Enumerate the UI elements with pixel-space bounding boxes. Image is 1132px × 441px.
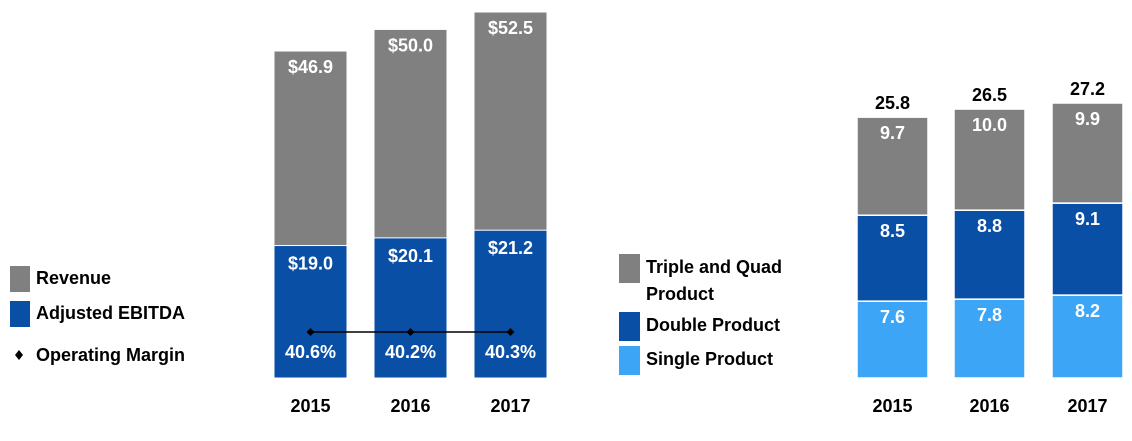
ebitda-bar-2016 xyxy=(373,237,448,379)
ebitda-label-2015: $19.0 xyxy=(288,254,333,274)
legend-swatch-double-product xyxy=(619,312,640,341)
legend-swatch-triple-and-quad-product xyxy=(619,254,640,283)
operating-margin-marker-2015 xyxy=(306,328,315,336)
ebitda-label-2017: $21.2 xyxy=(488,238,533,258)
operating-margin-marker-2016 xyxy=(406,328,415,336)
legend-swatch-adjusted-ebitda xyxy=(10,301,30,327)
triple-and-quad-product-label-2016: 10.0 xyxy=(972,115,1007,135)
operating-margin-label-2016: 40.2% xyxy=(385,342,436,362)
triple-and-quad-product-label-2017: 9.9 xyxy=(1075,109,1100,129)
ebitda-bar-2015 xyxy=(273,245,348,379)
triple-and-quad-product-segment-2017 xyxy=(1051,102,1124,204)
single-product-label-2015: 7.6 xyxy=(880,307,905,327)
triple-and-quad-product-segment-2015 xyxy=(856,116,929,216)
legend-swatch-single-product xyxy=(619,346,640,375)
revenue-label-2015: $46.9 xyxy=(288,57,333,77)
operating-margin-label-2017: 40.3% xyxy=(485,342,536,362)
operating-margin-marker-2017 xyxy=(506,328,515,336)
double-product-segment-2016 xyxy=(953,209,1026,300)
legend-label-triple-and-quad-product-line-1: Triple and Quad xyxy=(646,257,782,277)
x-tick-label-2017: 2017 xyxy=(1067,396,1107,416)
ebitda-bar-2017 xyxy=(473,229,548,379)
x-tick-label-2017: 2017 xyxy=(490,396,530,416)
total-label-2015: 25.8 xyxy=(875,93,910,113)
triple-and-quad-product-segment-2016 xyxy=(953,108,1026,211)
single-product-segment-2016 xyxy=(953,298,1026,379)
total-label-2017: 27.2 xyxy=(1070,79,1105,99)
revenue-label-2017: $52.5 xyxy=(488,18,533,38)
legend-label-single-product: Single Product xyxy=(646,349,773,369)
legend-label-operating-margin: Operating Margin xyxy=(36,345,185,365)
single-product-label-2017: 8.2 xyxy=(1075,301,1100,321)
double-product-segment-2015 xyxy=(856,214,929,302)
operating-margin-label-2015: 40.6% xyxy=(285,342,336,362)
x-tick-label-2016: 2016 xyxy=(390,396,430,416)
single-product-label-2016: 7.8 xyxy=(977,305,1002,325)
single-product-segment-2017 xyxy=(1051,294,1124,379)
legend-label-adjusted-ebitda: Adjusted EBITDA xyxy=(36,303,185,323)
double-product-label-2015: 8.5 xyxy=(880,221,905,241)
total-label-2016: 26.5 xyxy=(972,85,1007,105)
legend-label-double-product: Double Product xyxy=(646,315,780,335)
x-tick-label-2015: 2015 xyxy=(290,396,330,416)
legend-label-triple-and-quad-product-line-2: Product xyxy=(646,284,714,304)
legend-diamond-icon xyxy=(15,350,23,360)
double-product-segment-2017 xyxy=(1051,202,1124,296)
x-tick-label-2016: 2016 xyxy=(969,396,1009,416)
double-product-label-2017: 9.1 xyxy=(1075,209,1100,229)
revenue-label-2016: $50.0 xyxy=(388,35,433,55)
triple-and-quad-product-label-2015: 9.7 xyxy=(880,123,905,143)
legend-swatch-revenue xyxy=(10,266,30,292)
double-product-label-2016: 8.8 xyxy=(977,216,1002,236)
legend-label-revenue: Revenue xyxy=(36,268,111,288)
x-tick-label-2015: 2015 xyxy=(872,396,912,416)
single-product-segment-2015 xyxy=(856,300,929,379)
ebitda-label-2016: $20.1 xyxy=(388,246,433,266)
